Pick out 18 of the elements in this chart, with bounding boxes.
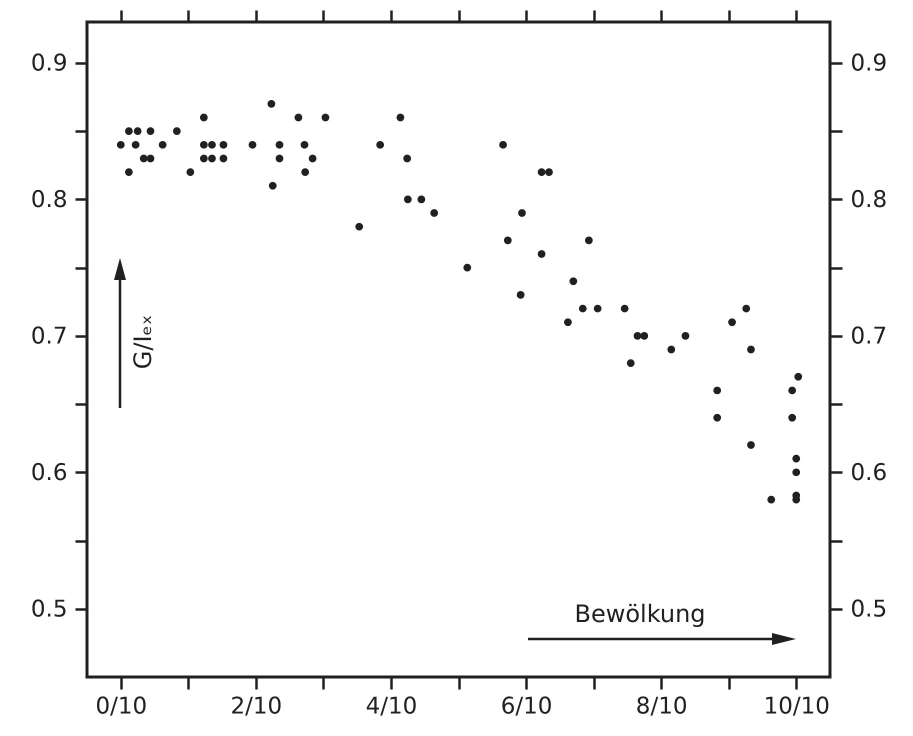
y-axis-title: G/Iₑₓ — [129, 314, 157, 370]
y-tick-label: 0.7 — [30, 323, 68, 350]
y-tick-label: 0.9 — [30, 50, 68, 76]
x-tick-label: 4/10 — [366, 694, 418, 720]
y2-tick-label: 0.6 — [850, 460, 888, 486]
y2-tick-label: 0.8 — [850, 186, 888, 213]
y2-tick-label: 0.7 — [850, 323, 888, 350]
x-axis-title: Bewölkung — [574, 600, 706, 628]
y-tick-label: 0.6 — [30, 460, 68, 486]
x-tick-label: 8/10 — [636, 694, 688, 720]
x-tick-label: 6/10 — [500, 694, 552, 720]
x-tick-label: 0/10 — [95, 694, 148, 720]
y-tick-label: 0.5 — [30, 596, 68, 622]
x-tick-label: 2/10 — [230, 694, 282, 720]
y2-tick-label: 0.9 — [850, 50, 888, 76]
y-tick-label: 0.8 — [30, 186, 68, 213]
y2-tick-label: 0.5 — [850, 596, 888, 622]
x-tick-label: 10/10 — [764, 694, 830, 720]
